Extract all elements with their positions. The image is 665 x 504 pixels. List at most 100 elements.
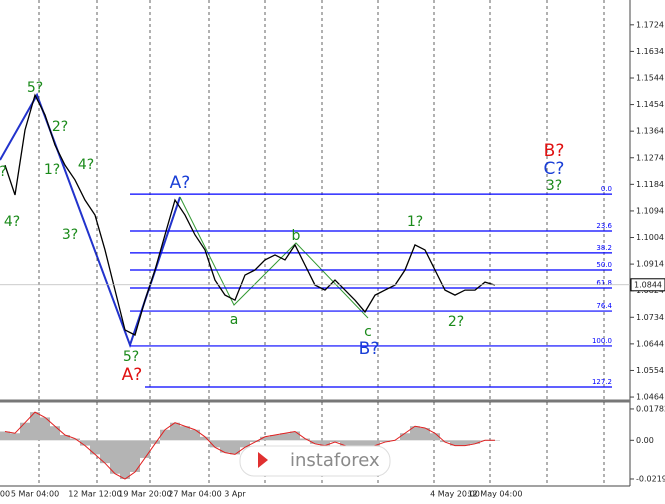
osc-bar bbox=[170, 422, 180, 441]
osc-bar bbox=[320, 440, 330, 446]
watermark-logo bbox=[258, 452, 268, 468]
osc-bar bbox=[220, 440, 230, 453]
x-tick-label: 27 Mar 04:00 bbox=[168, 490, 221, 499]
fib-label: 23.6 bbox=[596, 222, 612, 230]
osc-bar bbox=[20, 422, 30, 441]
osc-bar bbox=[330, 440, 340, 443]
x-tick-label: 19 Mar 20:00 bbox=[118, 490, 171, 499]
wave-label: A? bbox=[170, 173, 191, 193]
osc-bar bbox=[90, 440, 100, 455]
wave-label: ? bbox=[0, 164, 7, 180]
wave-label: B? bbox=[359, 339, 380, 359]
osc-bar bbox=[400, 433, 410, 441]
wave-label: 4? bbox=[4, 214, 20, 230]
watermark-text: instaforex bbox=[290, 450, 380, 471]
osc-bar bbox=[210, 440, 220, 448]
osc-bar bbox=[440, 440, 450, 443]
y-tick-label: 1.0554 bbox=[636, 366, 664, 375]
fib-label: 38.2 bbox=[596, 244, 612, 252]
osc-bar bbox=[0, 431, 10, 441]
osc-bar bbox=[180, 426, 190, 441]
x-tick-label: 12 Mar 12:00 bbox=[68, 490, 121, 499]
fib-label: 0.0 bbox=[601, 185, 612, 193]
x-tick-label: 12 May 04:00 bbox=[468, 490, 523, 499]
last-price-label: 1.0844 bbox=[634, 280, 662, 289]
last-price-box bbox=[630, 278, 665, 292]
fib-label: 100.0 bbox=[592, 337, 612, 345]
y-tick-label: 1.0914 bbox=[636, 260, 664, 269]
y-tick-label: 1.0644 bbox=[636, 339, 664, 348]
y-tick-label: 1.1094 bbox=[636, 206, 664, 215]
osc-bar bbox=[310, 440, 320, 444]
wave-label: A? bbox=[122, 365, 143, 385]
fib-label: 61.8 bbox=[596, 279, 612, 287]
osc-bar bbox=[460, 440, 470, 446]
osc-bar bbox=[70, 438, 80, 441]
osc-bar bbox=[420, 427, 430, 441]
osc-bar bbox=[430, 433, 440, 441]
osc-bar bbox=[160, 429, 170, 441]
price-line bbox=[4, 93, 496, 336]
watermark-badge bbox=[239, 445, 391, 477]
subwave-line bbox=[179, 196, 369, 319]
osc-bar bbox=[410, 426, 420, 441]
fib-label: 50.0 bbox=[596, 261, 612, 269]
osc-bar bbox=[350, 440, 360, 450]
osc-bar bbox=[50, 426, 60, 441]
y-tick-label: 1.1634 bbox=[636, 47, 664, 56]
y-tick-label: 1.1724 bbox=[636, 20, 664, 29]
osc-bar bbox=[470, 440, 480, 444]
osc-bar bbox=[270, 435, 280, 441]
wave-label: 3? bbox=[546, 178, 562, 194]
wave-label: B? bbox=[544, 141, 565, 161]
osc-bar bbox=[240, 440, 250, 448]
wave-label: b bbox=[292, 228, 301, 244]
wave-label: a bbox=[230, 312, 239, 328]
osc-bar bbox=[290, 431, 300, 441]
y-tick-label: 1.1544 bbox=[636, 73, 664, 82]
fib-label: 127.2 bbox=[592, 378, 612, 386]
osc-bar bbox=[260, 436, 270, 441]
y-tick-label: 1.1454 bbox=[636, 100, 664, 109]
osc-signal-line bbox=[4, 411, 495, 480]
wave-label: 1? bbox=[44, 162, 60, 178]
x-tick-label: 00 bbox=[0, 490, 10, 499]
osc-bar bbox=[300, 438, 310, 441]
osc-bar bbox=[40, 417, 50, 441]
osc-bar bbox=[140, 440, 150, 458]
osc-bar bbox=[190, 429, 200, 441]
osc-bar bbox=[80, 440, 90, 446]
osc-bar bbox=[380, 440, 390, 443]
y-tick-label: 1.0464 bbox=[636, 393, 664, 402]
y-tick-label: 1.1184 bbox=[636, 180, 664, 189]
osc-tick-label: -0.02198 bbox=[636, 474, 665, 483]
osc-tick-label: 0.01782 bbox=[636, 404, 665, 413]
y-tick-label: 1.1274 bbox=[636, 153, 664, 162]
x-tick-label: 4 May 20:00 bbox=[430, 490, 480, 499]
osc-bar bbox=[250, 440, 260, 443]
osc-bar bbox=[370, 440, 380, 446]
wave-label: 1? bbox=[407, 214, 423, 230]
wave-label: 2? bbox=[448, 314, 464, 330]
osc-bar bbox=[120, 440, 130, 480]
osc-bar bbox=[200, 436, 210, 441]
osc-bar bbox=[110, 440, 120, 474]
osc-bar bbox=[100, 440, 110, 464]
y-tick-label: 1.0734 bbox=[636, 313, 664, 322]
x-tick-label: 5 Mar 04:00 bbox=[11, 490, 59, 499]
osc-bar bbox=[60, 435, 70, 441]
x-tick-label: 3 Apr bbox=[224, 490, 246, 499]
osc-bar bbox=[10, 433, 20, 441]
wave-label: 3? bbox=[62, 227, 78, 243]
wave-label: c bbox=[364, 324, 372, 340]
y-tick-label: 1.1364 bbox=[636, 127, 664, 136]
osc-tick-label: 0.00 bbox=[636, 436, 654, 445]
osc-bar bbox=[340, 440, 350, 446]
osc-bar bbox=[450, 440, 460, 446]
fib-label: 76.4 bbox=[596, 302, 612, 310]
osc-bar bbox=[130, 440, 140, 472]
osc-bar bbox=[280, 433, 290, 441]
watermark: instaforex bbox=[239, 445, 391, 477]
